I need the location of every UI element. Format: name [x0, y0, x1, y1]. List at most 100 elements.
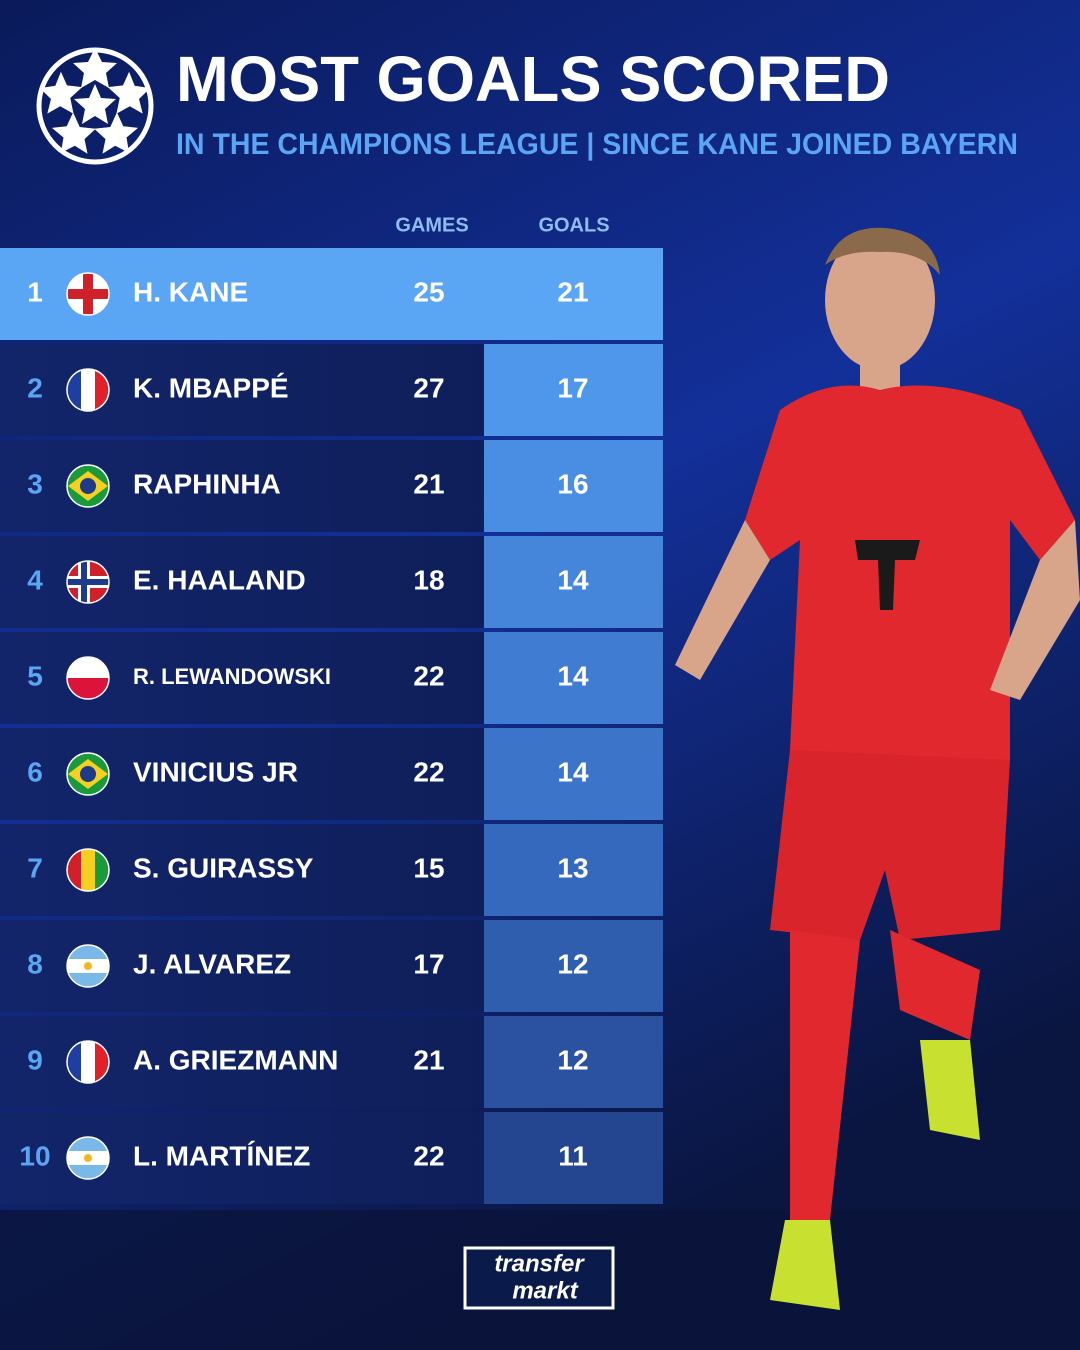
flag — [67, 849, 109, 891]
flag — [67, 657, 109, 699]
games: 25 — [413, 276, 444, 307]
goals: 14 — [557, 756, 589, 787]
games: 22 — [413, 1140, 444, 1171]
goals: 14 — [557, 564, 589, 595]
starball-logo — [36, 47, 154, 165]
flag-cross — [67, 579, 109, 585]
flag-border — [66, 1040, 110, 1084]
column-header: GOALS — [538, 214, 609, 236]
flag — [67, 273, 109, 315]
player-name: E. HAALAND — [133, 564, 306, 595]
player-name: A. GRIEZMANN — [133, 1044, 338, 1075]
games: 18 — [413, 564, 444, 595]
games: 17 — [413, 948, 444, 979]
goals: 17 — [557, 372, 588, 403]
table-row: 2 K. MBAPPÉ 27 17 — [0, 344, 663, 436]
rank: 3 — [27, 468, 43, 499]
goals-cell — [484, 1112, 663, 1204]
goals-cell — [484, 1016, 663, 1108]
flag-cross — [67, 289, 109, 299]
flag-border — [66, 368, 110, 412]
games: 22 — [413, 660, 444, 691]
title: MOST GOALS SCORED — [176, 43, 890, 115]
goals-cell — [484, 248, 663, 340]
rank: 7 — [27, 852, 43, 883]
goals: 12 — [557, 948, 588, 979]
games: 22 — [413, 756, 444, 787]
table-row: 5 R. LEWANDOWSKI 22 14 — [0, 632, 663, 724]
table-rows: 1 H. KANE 25 212 K. MBAPPÉ 27 173 RAPHINHA 21 164… — [0, 248, 663, 1204]
flag-globe — [80, 478, 96, 494]
goals-cell — [484, 440, 663, 532]
flag — [67, 1137, 109, 1179]
player-name: H. KANE — [133, 276, 248, 307]
table-row: 8 J. ALVAREZ 17 12 — [0, 920, 663, 1012]
goals-cell — [484, 632, 663, 724]
flag-border — [66, 272, 110, 316]
logo-text: markt — [512, 1277, 578, 1304]
transfermarkt-logo: transfer markt — [463, 1246, 615, 1310]
goals-cell — [484, 824, 663, 916]
player-name: S. GUIRASSY — [133, 852, 314, 883]
column-header: GAMES — [395, 214, 468, 236]
player-name: R. LEWANDOWSKI — [133, 664, 331, 689]
flag-border — [66, 944, 110, 988]
rank: 8 — [27, 948, 43, 979]
flag — [67, 753, 109, 795]
rank: 1 — [27, 276, 43, 307]
goals: 14 — [557, 660, 589, 691]
flag-border — [66, 752, 110, 796]
flag-band — [81, 369, 95, 411]
games: 21 — [413, 1044, 444, 1075]
flag-band — [67, 678, 109, 699]
player-name: K. MBAPPÉ — [133, 372, 289, 403]
goals: 13 — [557, 852, 588, 883]
games: 27 — [413, 372, 444, 403]
player-name: J. ALVAREZ — [133, 948, 291, 979]
table-row: 9 A. GRIEZMANN 21 12 — [0, 1016, 663, 1108]
rank: 5 — [27, 660, 43, 691]
player-name: RAPHINHA — [133, 468, 281, 499]
flag-band — [81, 1041, 95, 1083]
flag-border — [66, 560, 110, 604]
table-row: 1 H. KANE 25 21 — [0, 248, 663, 340]
goals: 16 — [557, 468, 588, 499]
flag-sun — [84, 962, 92, 970]
flag — [67, 945, 109, 987]
rank: 9 — [27, 1044, 43, 1075]
player-illustration — [675, 227, 1080, 1310]
flag-border — [66, 656, 110, 700]
flag-border — [66, 1136, 110, 1180]
player-name: VINICIUS JR — [133, 756, 298, 787]
goals-cell — [484, 344, 663, 436]
flag-border — [66, 464, 110, 508]
goals: 21 — [557, 276, 588, 307]
rank: 6 — [27, 756, 43, 787]
flag-band — [81, 849, 95, 891]
goals-cell — [484, 920, 663, 1012]
goals: 11 — [558, 1140, 588, 1171]
table-row: 6 VINICIUS JR 22 14 — [0, 728, 663, 820]
flag-band — [67, 657, 109, 678]
rank: 10 — [19, 1140, 50, 1171]
table-row: 10 L. MARTÍNEZ 22 11 — [0, 1112, 663, 1204]
flag — [67, 561, 109, 603]
games: 15 — [413, 852, 444, 883]
goals: 12 — [557, 1044, 588, 1075]
rank: 4 — [27, 564, 43, 595]
flag-sun — [84, 1154, 92, 1162]
goals-cell — [484, 728, 663, 820]
games: 21 — [413, 468, 444, 499]
table-row: 3 RAPHINHA 21 16 — [0, 440, 663, 532]
flag-border — [66, 848, 110, 892]
subtitle: IN THE CHAMPIONS LEAGUE | SINCE KANE JOI… — [176, 128, 1018, 161]
goals-cell — [484, 536, 663, 628]
player-name: L. MARTÍNEZ — [133, 1140, 310, 1171]
flag-globe — [80, 766, 96, 782]
rank: 2 — [27, 372, 43, 403]
table-row: 7 S. GUIRASSY 15 13 — [0, 824, 663, 916]
flag — [67, 465, 109, 507]
logo-text: transfer — [494, 1250, 585, 1277]
